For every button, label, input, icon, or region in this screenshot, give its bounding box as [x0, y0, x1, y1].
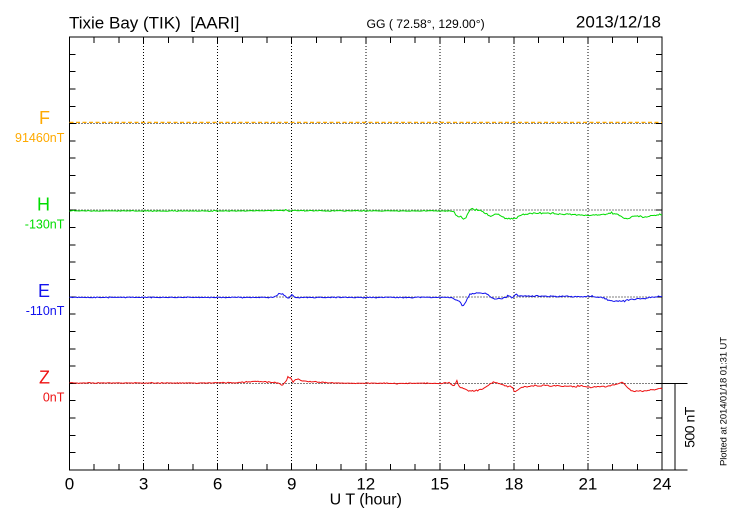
- svg-text:3: 3: [139, 475, 148, 494]
- svg-text:21: 21: [578, 475, 597, 494]
- svg-text:U T (hour): U T (hour): [330, 492, 402, 509]
- svg-text:F: F: [39, 108, 50, 128]
- svg-text:18: 18: [504, 475, 523, 494]
- svg-text:12: 12: [356, 475, 375, 494]
- svg-text:91460nT: 91460nT: [15, 131, 65, 145]
- svg-text:Plotted at 2014/01/18 01:31 UT: Plotted at 2014/01/18 01:31 UT: [719, 337, 730, 466]
- svg-text:GG ( 72.58°, 129.00°): GG ( 72.58°, 129.00°): [367, 17, 485, 31]
- svg-text:0: 0: [65, 475, 74, 494]
- svg-text:H: H: [37, 195, 50, 215]
- svg-text:500 nT: 500 nT: [682, 406, 698, 448]
- svg-text:9: 9: [287, 475, 296, 494]
- svg-text:0nT: 0nT: [43, 391, 65, 405]
- svg-text:2013/12/18: 2013/12/18: [576, 12, 661, 31]
- svg-text:E: E: [38, 281, 50, 301]
- svg-text:6: 6: [213, 475, 222, 494]
- svg-text:-110nT: -110nT: [26, 304, 65, 318]
- svg-text:15: 15: [430, 475, 449, 494]
- svg-text:Tixie Bay (TIK) [AARI]: Tixie Bay (TIK) [AARI]: [69, 13, 239, 32]
- svg-text:24: 24: [653, 475, 672, 494]
- svg-text:-130nT: -130nT: [25, 218, 65, 232]
- svg-text:Z: Z: [39, 368, 50, 388]
